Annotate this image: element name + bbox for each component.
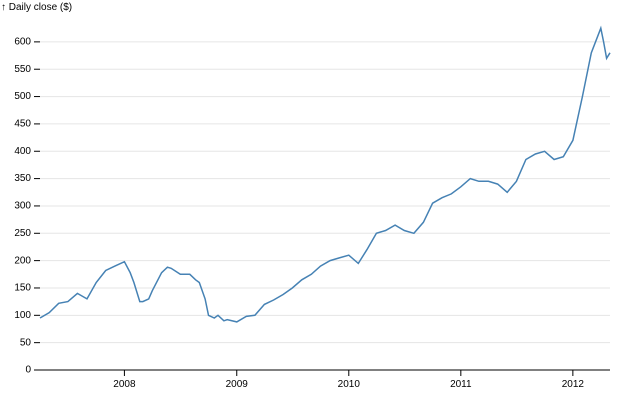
y-axis: 0 50 100 150 200 250 300 350 400 450 500 550 600 — [14, 37, 40, 376]
y-tick-label: 150 — [14, 283, 31, 294]
y-tick-label: 500 — [14, 91, 31, 102]
x-tick-label: 2009 — [226, 379, 249, 390]
y-tick-label: 200 — [14, 255, 31, 266]
y-tick-label: 50 — [20, 337, 32, 348]
y-tick-label: 300 — [14, 201, 31, 212]
y-tick-label: 600 — [14, 37, 31, 48]
x-tick-label: 2010 — [338, 379, 361, 390]
price-line — [39, 25, 611, 323]
y-tick-label: 400 — [14, 146, 31, 157]
x-tick-label: 2011 — [450, 379, 472, 390]
y-tick-label: 550 — [14, 64, 31, 75]
x-tick-label: 2012 — [562, 379, 585, 390]
y-axis-title: ↑ Daily close ($) — [1, 2, 72, 13]
y-tick-label: 350 — [14, 173, 31, 184]
y-tick-label: 0 — [25, 365, 31, 376]
x-axis: 2008 2009 2010 2011 2012 — [40, 369, 610, 390]
y-grid — [40, 41, 610, 371]
y-tick-label: 250 — [14, 228, 31, 239]
x-tick-label: 2008 — [113, 379, 136, 390]
y-tick-label: 100 — [14, 310, 31, 321]
y-tick-label: 450 — [14, 119, 31, 130]
